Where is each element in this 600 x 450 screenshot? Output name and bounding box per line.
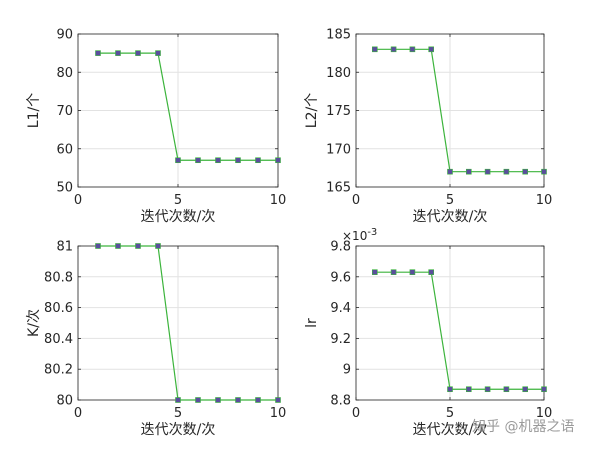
watermark-text: 知乎 @机器之语 — [472, 419, 575, 435]
x-tick-label: 0 — [74, 406, 82, 421]
data-point — [428, 46, 435, 53]
y-tick-label: 90 — [56, 28, 73, 43]
y-tick-label: 165 — [326, 181, 351, 196]
data-point — [215, 397, 221, 403]
y-tick-label: 170 — [326, 142, 351, 157]
x-axis-label: 迭代次数/次 — [141, 209, 216, 225]
y-tick-label: 9.2 — [330, 332, 351, 347]
data-point — [195, 157, 201, 164]
x-axis-label: 迭代次数/次 — [141, 422, 216, 438]
data-point — [255, 157, 261, 164]
data-point — [371, 269, 378, 275]
data-point — [447, 386, 453, 393]
data-point — [484, 168, 491, 175]
chart-panel-3: 0 5 10 80 80.2 80.4 80.6 80.8 81 迭代次数/次 K/次 — [26, 240, 286, 439]
data-point — [135, 50, 141, 56]
y-tick-label: 180 — [326, 66, 351, 81]
x-axis-label: 迭代次数/次 — [413, 209, 488, 225]
y-tick-label: 81 — [56, 240, 73, 255]
x-tick-label: 10 — [270, 193, 287, 208]
y-tick-label: 50 — [56, 181, 73, 196]
y-tick-label: 9 — [343, 363, 351, 378]
data-point — [195, 397, 201, 403]
chart-panel-1: 0 5 10 50 60 70 80 90 迭代次数/次 L1/个 — [26, 28, 286, 226]
chart-panel-2: 0 5 10 165 170 175 180 185 迭代次数/次 L2/个 — [304, 28, 552, 226]
data-point — [541, 386, 547, 393]
y-tick-label: 80.2 — [44, 363, 73, 378]
data-point — [115, 243, 121, 249]
data-point — [175, 157, 181, 164]
data-point — [95, 243, 101, 249]
y-tick-label: 9.8 — [330, 240, 351, 255]
y-tick-label: 9.4 — [330, 301, 351, 316]
y-axis-label: lr — [304, 318, 320, 328]
data-point — [522, 168, 529, 175]
y-axis-label: K/次 — [26, 309, 42, 337]
series-line — [374, 48, 544, 173]
data-point — [175, 397, 181, 403]
data-point — [522, 386, 529, 393]
data-point — [275, 157, 281, 164]
data-point — [465, 168, 472, 175]
data-point — [447, 168, 453, 175]
y-tick-label: 175 — [326, 104, 351, 119]
data-point — [95, 50, 101, 56]
data-point — [465, 386, 472, 393]
data-point — [155, 243, 161, 249]
data-point — [390, 269, 397, 275]
y-exponent-power: -3 — [367, 227, 377, 238]
series-line — [374, 271, 544, 390]
data-point — [409, 46, 416, 53]
y-tick-label: 80 — [56, 66, 73, 81]
data-point — [215, 157, 221, 164]
x-tick-label: 5 — [174, 406, 182, 421]
data-point — [503, 168, 510, 175]
y-exponent-label: ×10-3 — [342, 227, 377, 243]
data-point — [409, 269, 416, 275]
y-tick-label: 8.8 — [330, 394, 351, 409]
data-point — [155, 50, 161, 56]
data-point — [235, 397, 241, 403]
x-tick-label: 5 — [446, 406, 454, 421]
y-tick-label: 185 — [326, 28, 351, 43]
y-axis-label: L1/个 — [26, 93, 42, 128]
x-tick-label: 10 — [536, 406, 553, 421]
x-tick-label: 5 — [174, 193, 182, 208]
x-tick-label: 0 — [74, 193, 82, 208]
data-point — [275, 397, 281, 403]
y-tick-label: 80.4 — [44, 332, 73, 347]
y-tick-label: 70 — [56, 104, 73, 119]
data-point — [503, 386, 510, 393]
data-point — [484, 386, 491, 393]
x-tick-label: 10 — [536, 193, 553, 208]
data-point — [135, 243, 141, 249]
y-tick-label: 80 — [56, 394, 73, 409]
data-point — [235, 157, 241, 164]
y-axis-label: L2/个 — [304, 93, 320, 128]
data-point — [255, 397, 261, 403]
x-tick-label: 0 — [352, 406, 360, 421]
x-tick-label: 5 — [446, 193, 454, 208]
x-tick-label: 0 — [352, 193, 360, 208]
series-line — [98, 52, 278, 161]
y-tick-label: 60 — [56, 142, 73, 157]
chart-panel-4: 0 5 10 8.8 9 9.2 9.4 9.6 9.8 迭代次数/次 lr ×10-3 — [304, 227, 552, 438]
data-point — [390, 46, 397, 53]
series-line — [98, 245, 278, 401]
data-point — [428, 269, 435, 275]
data-point — [371, 46, 378, 53]
data-point — [115, 50, 121, 56]
y-tick-label: 9.6 — [330, 270, 351, 285]
x-axis-label: 迭代次数/次 — [413, 422, 488, 438]
x-tick-label: 10 — [270, 406, 287, 421]
data-point — [541, 168, 547, 175]
y-tick-label: 80.6 — [44, 301, 73, 316]
y-tick-label: 80.8 — [44, 270, 73, 285]
